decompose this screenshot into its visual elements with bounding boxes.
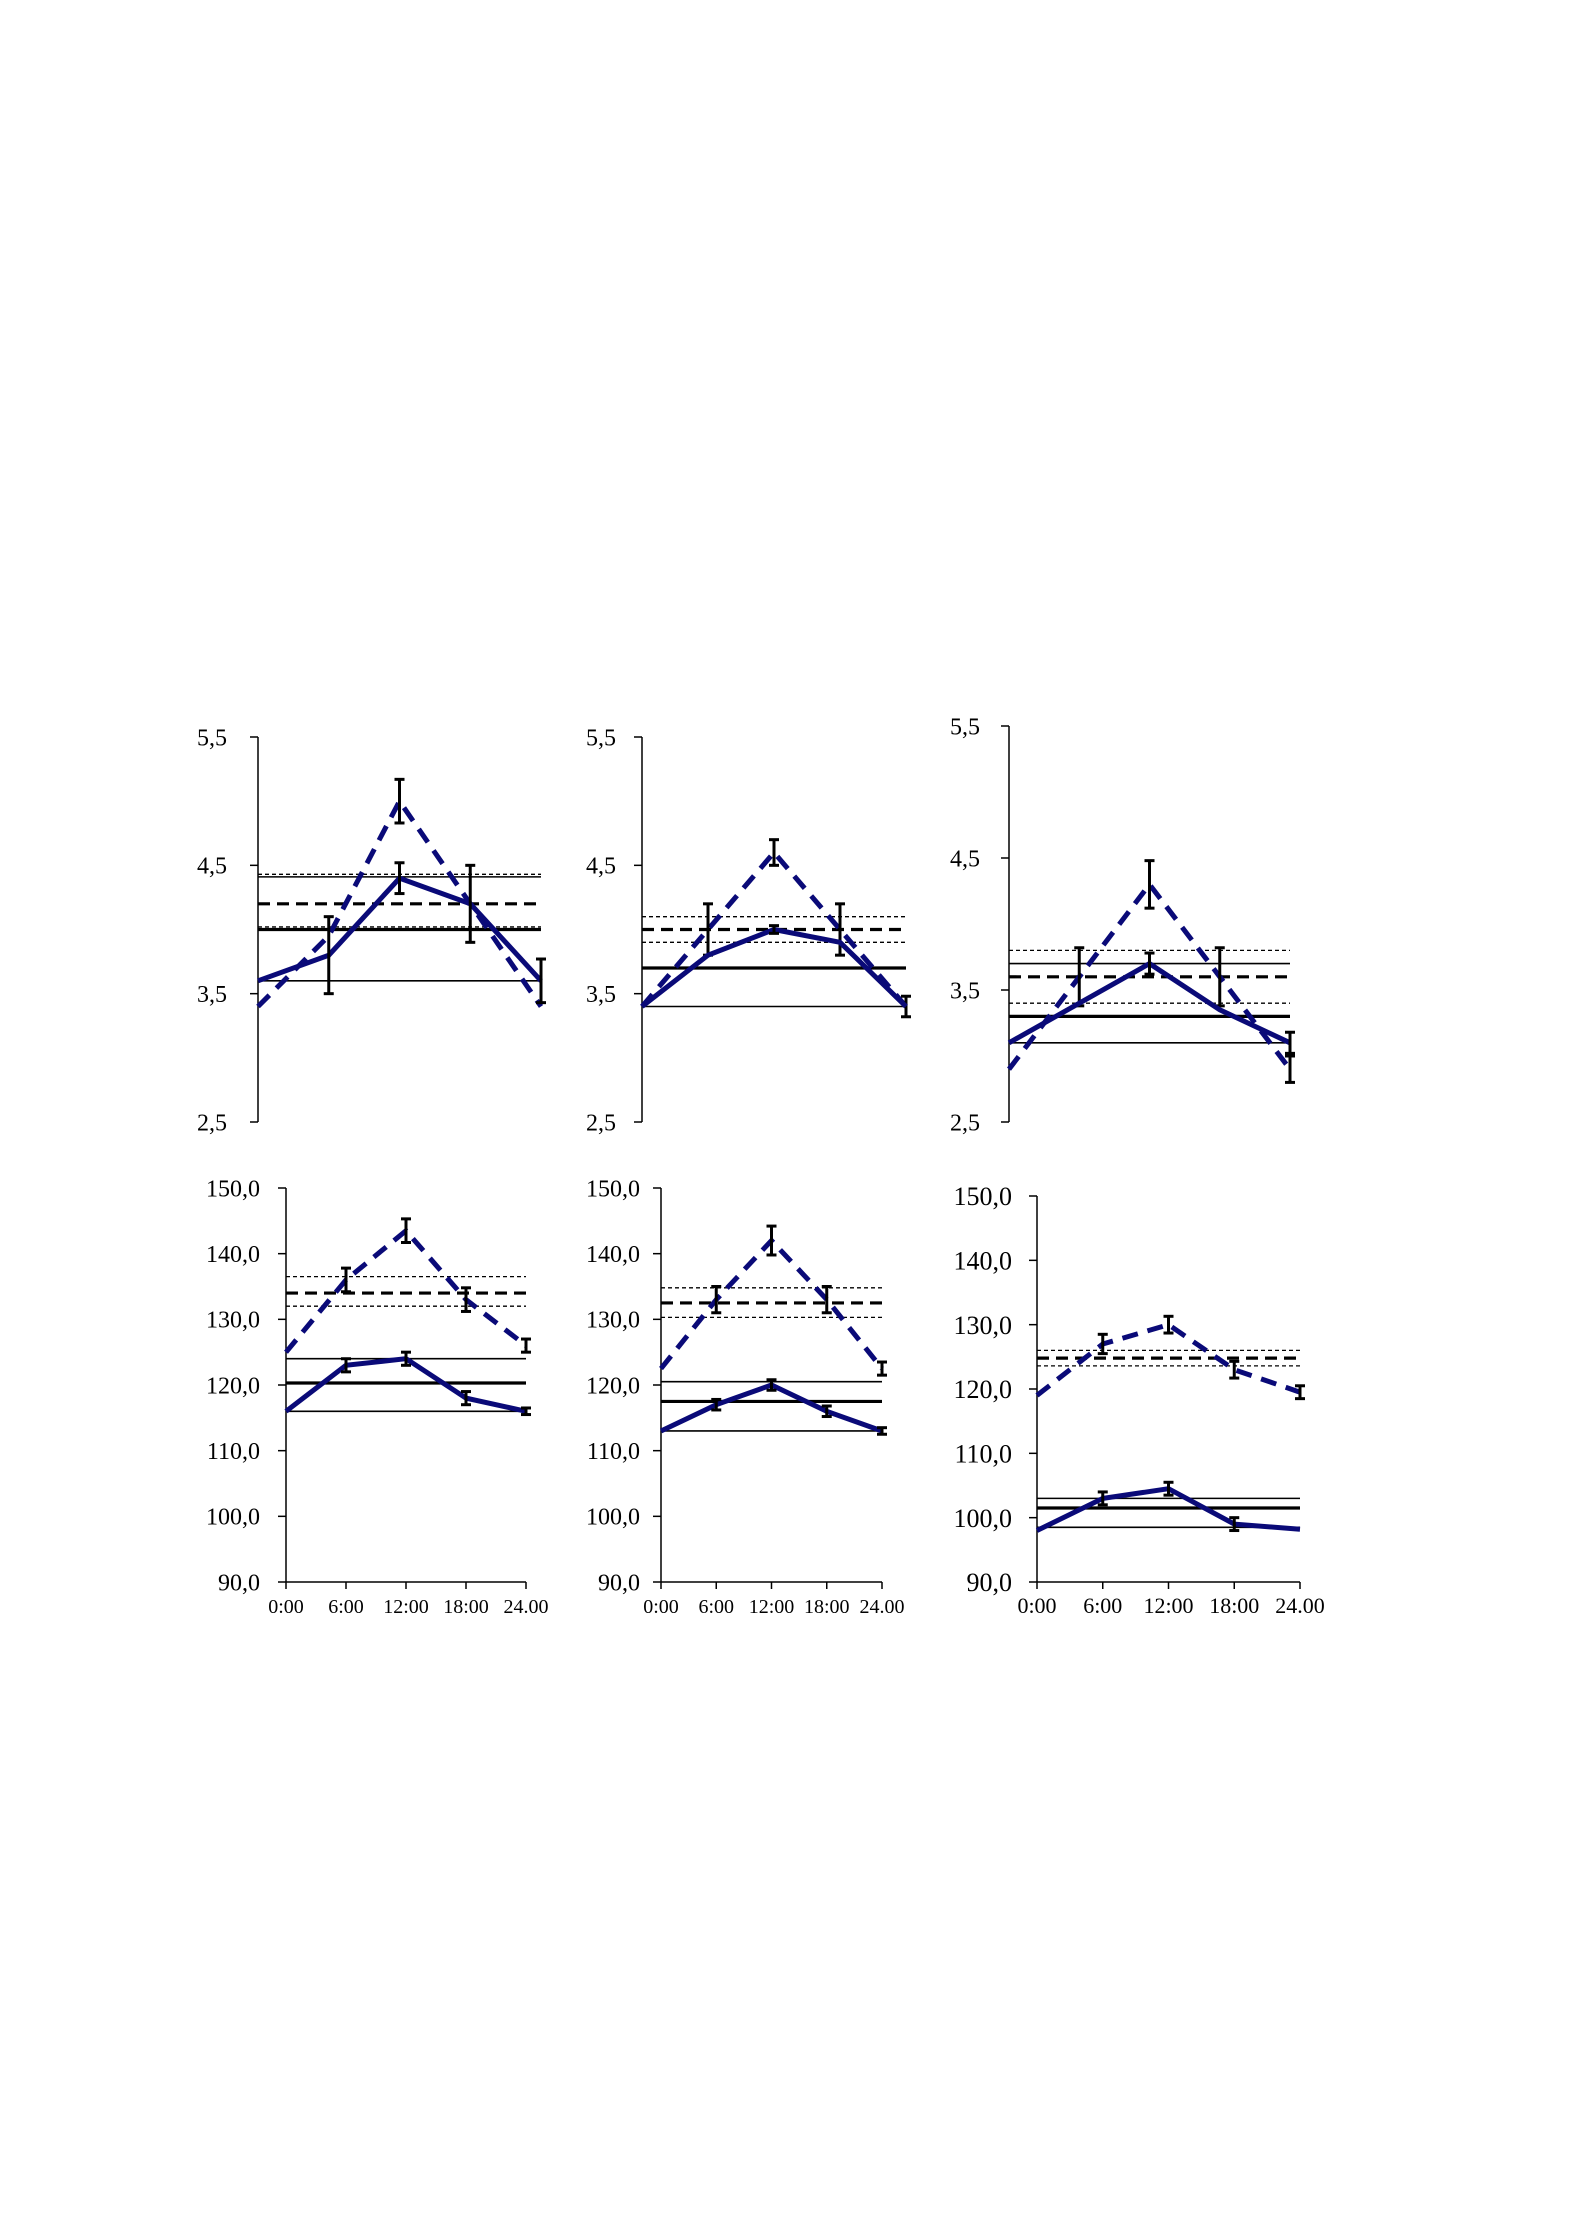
- y-tick-label: 3,5: [586, 982, 616, 1008]
- y-tick-label: 100,0: [586, 1505, 640, 1531]
- y-tick-label: 140,0: [954, 1246, 1013, 1275]
- y-tick-label: 5,5: [950, 714, 980, 740]
- y-tick-label: 5,5: [197, 725, 227, 751]
- x-tick-label: 24.00: [504, 1596, 549, 1618]
- y-tick-label: 100,0: [206, 1505, 260, 1531]
- y-tick-label: 150,0: [954, 1182, 1013, 1211]
- y-tick-label: 3,5: [950, 978, 980, 1004]
- series-line-dashed: [1035, 1321, 1301, 1398]
- x-tick-label: 12:00: [383, 1596, 429, 1618]
- y-tick-label: 130,0: [206, 1308, 260, 1334]
- x-tick-label: 24.00: [1275, 1593, 1325, 1618]
- y-tick-label: 2,5: [950, 1110, 980, 1136]
- y-tick-label: 3,5: [197, 982, 227, 1008]
- chart-panel-top-left: 5,5 4,5 3,5 2,5: [197, 725, 546, 1136]
- y-tick-label: 140,0: [206, 1242, 260, 1268]
- x-tick-label: 6:00: [1083, 1593, 1122, 1618]
- x-tick-label: 12:00: [749, 1596, 795, 1618]
- x-tick-label: 0:00: [643, 1596, 679, 1618]
- series-line-dashed: [284, 1227, 528, 1354]
- chart-panel-bottom-middle: 150,0 140,0 130,0 120,0 110,0 100,0 90,00:00 6:…: [586, 1176, 905, 1618]
- x-tick-label: 18:00: [443, 1596, 489, 1618]
- x-tick-label: 18:00: [1209, 1593, 1259, 1618]
- series-line-dashed: [659, 1236, 884, 1371]
- y-tick-label: 100,0: [954, 1504, 1013, 1533]
- y-tick-label: 2,5: [586, 1110, 616, 1136]
- y-tick-label: 120,0: [586, 1373, 640, 1399]
- y-tick-label: 5,5: [586, 725, 616, 751]
- y-tick-label: 4,5: [197, 854, 227, 880]
- y-tick-label: 4,5: [950, 846, 980, 872]
- y-tick-label: 120,0: [954, 1375, 1013, 1404]
- y-tick-label: 2,5: [197, 1110, 227, 1136]
- chart-panel-top-right: 5,5 4,5 3,5 2,5: [950, 714, 1295, 1136]
- y-tick-label: 150,0: [586, 1176, 640, 1202]
- y-tick-label: 90,0: [218, 1570, 260, 1596]
- y-tick-label: 130,0: [586, 1308, 640, 1334]
- chart-panel-bottom-right: 150,0 140,0 130,0 120,0 110,0 100,0 90,00:00 6:…: [954, 1182, 1325, 1618]
- x-tick-label: 0:00: [1017, 1593, 1056, 1618]
- x-tick-label: 0:00: [268, 1596, 304, 1618]
- series-line-solid: [659, 1382, 883, 1434]
- x-tick-label: 6:00: [328, 1596, 364, 1618]
- chart-panel-top-middle: 5,5 4,5 3,5 2,5: [586, 725, 911, 1136]
- y-tick-label: 4,5: [586, 854, 616, 880]
- x-tick-label: 6:00: [698, 1596, 734, 1618]
- y-tick-label: 110,0: [954, 1439, 1012, 1468]
- chart-panel-bottom-left: 150,0 140,0 130,0 120,0 110,0 100,0 90,0 0:00 6:…: [206, 1176, 549, 1618]
- y-tick-label: 130,0: [954, 1311, 1013, 1340]
- y-tick-label: 150,0: [206, 1176, 260, 1202]
- y-tick-label: 90,0: [967, 1568, 1013, 1597]
- y-tick-label: 120,0: [206, 1373, 260, 1399]
- y-tick-label: 110,0: [207, 1439, 260, 1465]
- x-tick-label: 18:00: [804, 1596, 850, 1618]
- x-tick-label: 12:00: [1143, 1593, 1193, 1618]
- y-tick-label: 140,0: [586, 1242, 640, 1268]
- y-tick-label: 90,0: [598, 1570, 640, 1596]
- series-line-dashed: [640, 848, 908, 1009]
- x-tick-label: 24.00: [860, 1596, 905, 1618]
- series-line-dashed: [256, 796, 544, 1009]
- y-tick-label: 110,0: [587, 1439, 640, 1465]
